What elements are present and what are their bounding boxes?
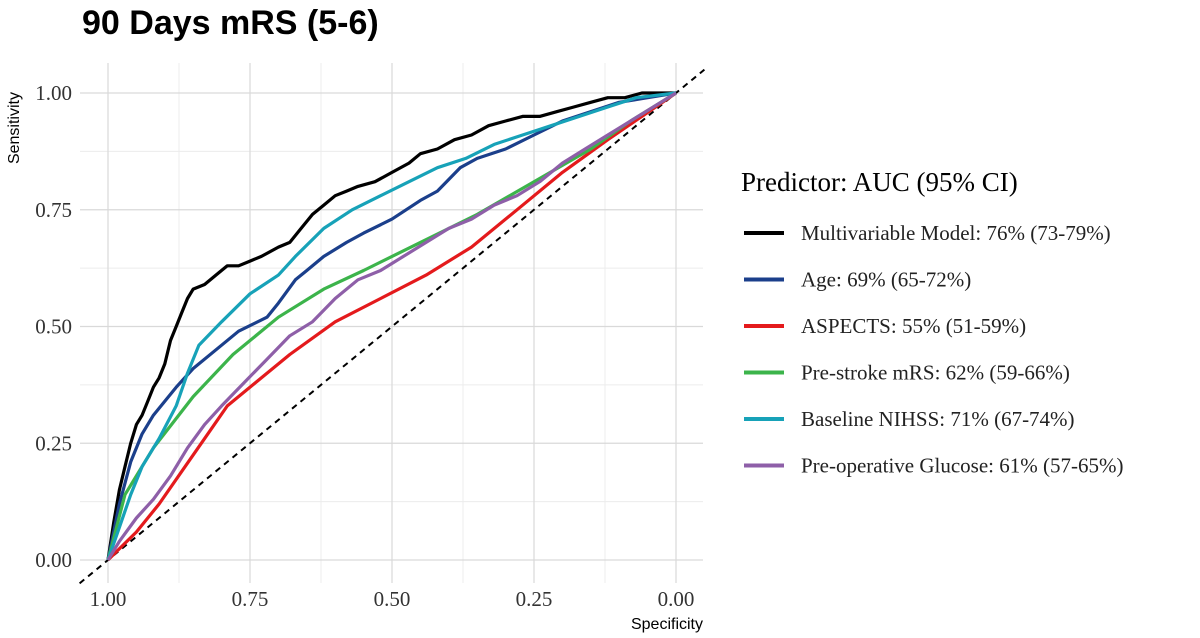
series-line-0 bbox=[106, 91, 676, 561]
grid bbox=[80, 63, 703, 583]
reference-diagonal-line bbox=[78, 68, 706, 585]
series-line-1 bbox=[106, 91, 677, 561]
legend-title: Predictor: AUC (95% CI) bbox=[741, 167, 1018, 197]
x-axis-ticks: 1.00 0.75 0.50 0.25 0.00 bbox=[90, 587, 695, 611]
x-axis-label: Specificity bbox=[631, 616, 703, 633]
x-tick-label: 0.75 bbox=[232, 587, 269, 611]
series-line-4 bbox=[106, 91, 677, 561]
x-tick-label: 0.50 bbox=[374, 587, 411, 611]
y-tick-label: 0.50 bbox=[35, 315, 72, 339]
series-line-5 bbox=[106, 91, 677, 561]
series-line-2 bbox=[106, 91, 677, 562]
legend-label-2: ASPECTS: 55% (51-59%) bbox=[801, 314, 1026, 338]
legend-label-0: Multivariable Model: 76% (73-79%) bbox=[801, 221, 1111, 245]
x-tick-label: 0.00 bbox=[658, 587, 695, 611]
y-tick-label: 0.75 bbox=[35, 198, 72, 222]
y-tick-label: 0.00 bbox=[35, 548, 72, 572]
legend-label-1: Age: 69% (65-72%) bbox=[801, 268, 971, 292]
y-tick-label: 0.25 bbox=[35, 431, 72, 455]
y-axis-ticks: 0.00 0.25 0.50 0.75 1.00 bbox=[35, 81, 72, 572]
legend-label-5: Pre-operative Glucose: 61% (57-65%) bbox=[801, 454, 1123, 478]
y-axis-label: Sensitivity bbox=[6, 92, 23, 164]
y-tick-label: 1.00 bbox=[35, 81, 72, 105]
chart-title: 90 Days mRS (5-6) bbox=[82, 4, 379, 42]
x-tick-label: 1.00 bbox=[90, 587, 127, 611]
legend-label-4: Baseline NIHSS: 71% (67-74%) bbox=[801, 407, 1075, 431]
series-lines bbox=[106, 91, 677, 562]
x-tick-label: 0.25 bbox=[516, 587, 553, 611]
legend-label-3: Pre-stroke mRS: 62% (59-66%) bbox=[801, 361, 1070, 385]
legend: Predictor: AUC (95% CI) Multivariable Mo… bbox=[741, 167, 1123, 478]
